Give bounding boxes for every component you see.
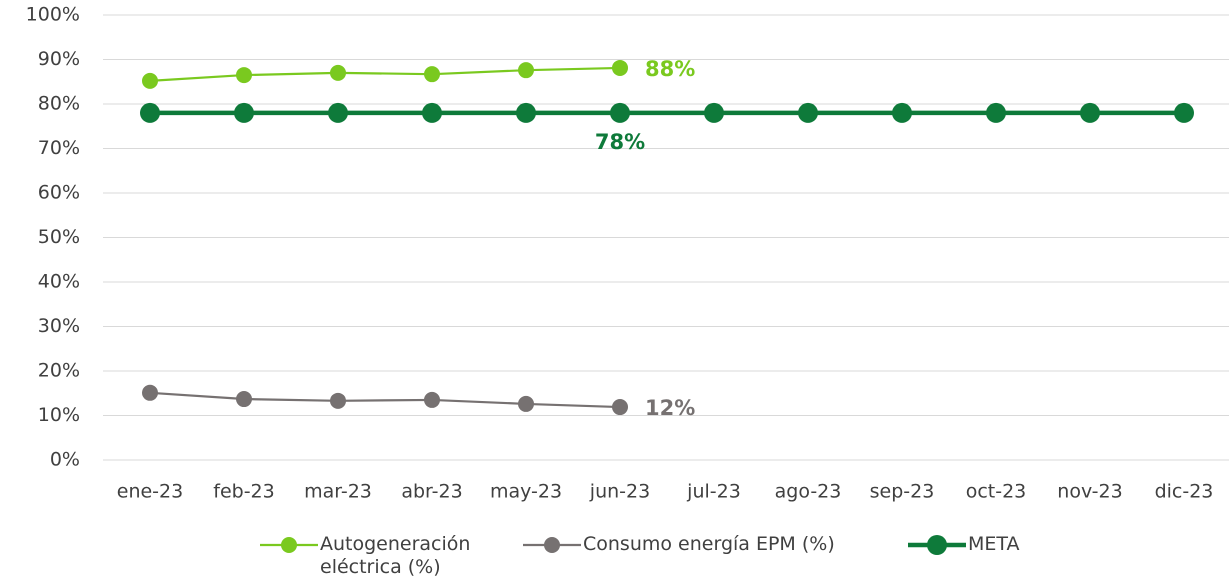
y-tick-label: 70%: [38, 137, 80, 159]
y-tick-label: 80%: [38, 93, 80, 115]
legend-marker: [281, 537, 297, 553]
point: [236, 391, 252, 408]
point: [424, 66, 440, 83]
x-tick-label: ene-23: [117, 481, 183, 503]
data-label: 88%: [645, 57, 695, 81]
point: [234, 102, 254, 123]
x-tick-label: sep-23: [870, 481, 935, 503]
x-tick-label: nov-23: [1057, 481, 1122, 503]
point: [798, 102, 818, 123]
y-tick-label: 100%: [26, 4, 80, 26]
point: [986, 102, 1006, 123]
x-tick-label: jul-23: [686, 481, 741, 503]
point: [1174, 102, 1194, 123]
legend-label: META: [968, 533, 1020, 555]
point: [892, 102, 912, 123]
x-tick-label: jun-23: [589, 481, 650, 503]
point: [330, 392, 346, 409]
point: [328, 102, 348, 123]
point: [142, 384, 158, 401]
legend-marker: [927, 535, 947, 555]
x-tick-label: feb-23: [213, 481, 274, 503]
y-tick-label: 10%: [38, 404, 80, 426]
x-tick-label: mar-23: [304, 481, 372, 503]
point: [516, 102, 536, 123]
point: [1080, 102, 1100, 123]
y-tick-label: 40%: [38, 271, 80, 293]
point: [330, 64, 346, 81]
y-tick-label: 30%: [38, 315, 80, 337]
x-tick-label: oct-23: [966, 481, 1027, 503]
point: [518, 62, 534, 79]
x-tick-label: ago-23: [775, 481, 842, 503]
y-tick-label: 60%: [38, 182, 80, 204]
y-tick-label: 90%: [38, 48, 80, 70]
point: [140, 102, 160, 123]
series-line: [149, 66, 621, 82]
legend-label: Autogeneración eléctrica (%): [320, 533, 471, 578]
data-label: 78%: [595, 130, 645, 154]
point: [610, 102, 630, 123]
point: [612, 59, 628, 76]
point: [704, 102, 724, 123]
point: [424, 391, 440, 408]
point: [142, 72, 158, 89]
series-line: [149, 391, 621, 409]
data-label: 12%: [645, 396, 695, 420]
y-tick-label: 50%: [38, 226, 80, 248]
legend-label: Consumo energía EPM (%): [583, 533, 835, 555]
y-tick-label: 0%: [50, 449, 80, 471]
point: [612, 399, 628, 416]
point: [518, 395, 534, 412]
x-tick-label: abr-23: [401, 481, 462, 503]
y-tick-label: 20%: [38, 360, 80, 382]
point: [236, 67, 252, 84]
x-tick-label: dic-23: [1155, 481, 1214, 503]
point: [422, 102, 442, 123]
x-tick-label: may-23: [490, 481, 562, 503]
legend-marker: [544, 537, 560, 553]
